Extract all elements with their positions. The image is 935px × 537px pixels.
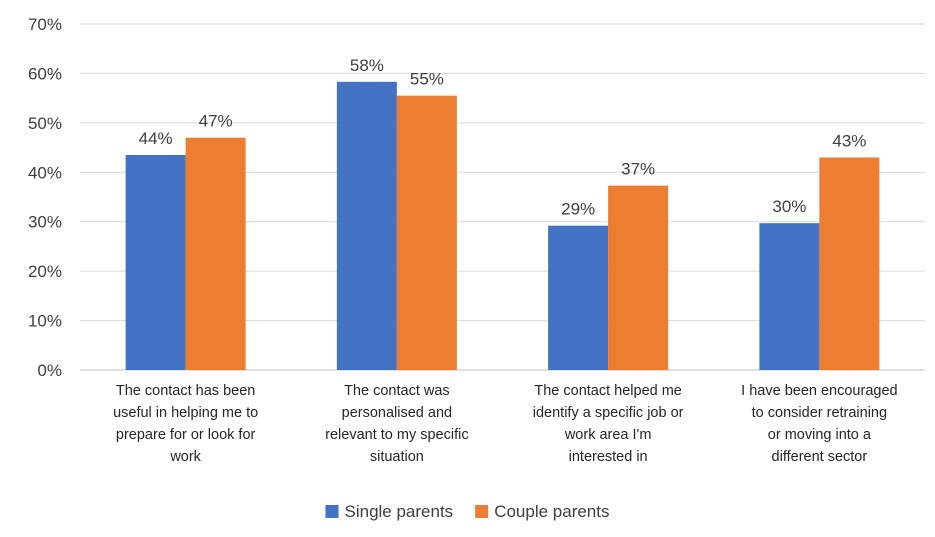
bar: [759, 223, 820, 370]
x-category-label: relevant to my specific: [325, 427, 468, 443]
x-category-label: work: [169, 449, 201, 465]
y-tick-label: 10%: [28, 312, 62, 331]
bar: [125, 154, 186, 370]
y-tick-label: 30%: [28, 213, 62, 232]
x-category-label: different sector: [772, 449, 868, 465]
data-label: 29%: [561, 200, 595, 219]
x-category-label: The contact was: [344, 383, 450, 399]
bar: [819, 157, 880, 370]
y-tick-label: 40%: [28, 163, 62, 182]
data-label: 43%: [832, 131, 866, 150]
y-tick-label: 60%: [28, 64, 62, 83]
x-category-label: The contact helped me: [534, 383, 682, 399]
x-category-label: identify a specific job or: [533, 405, 684, 421]
data-label: 58%: [350, 56, 384, 75]
bar: [336, 81, 397, 371]
legend-label: Single parents: [345, 502, 454, 521]
x-category-label: useful in helping me to: [113, 405, 258, 421]
bar: [185, 137, 246, 370]
x-category-label: personalised and: [342, 405, 452, 421]
legend-swatch: [475, 505, 489, 518]
y-tick-label: 70%: [28, 15, 62, 34]
y-tick-label: 50%: [28, 114, 62, 133]
bar: [396, 95, 457, 371]
x-category-label: work area I'm: [564, 427, 652, 443]
x-category-label: situation: [370, 449, 424, 465]
legend-label: Couple parents: [494, 502, 609, 521]
data-label: 47%: [199, 112, 233, 131]
data-label: 37%: [621, 160, 655, 179]
x-category-label: interested in: [569, 449, 648, 465]
legend-swatch: [325, 505, 339, 518]
y-tick-label: 20%: [28, 262, 62, 281]
x-category-label: or moving into a: [768, 427, 872, 443]
data-label: 55%: [410, 70, 444, 89]
x-category-label: prepare for or look for: [116, 427, 256, 443]
data-label: 30%: [772, 197, 806, 216]
data-label: 44%: [139, 129, 173, 148]
x-category-label: The contact has been: [116, 383, 255, 399]
bar: [608, 185, 669, 370]
x-category-label: I have been encouraged: [741, 383, 897, 399]
x-category-label: to consider retraining: [752, 405, 887, 421]
y-tick-label: 0%: [37, 361, 62, 380]
bar: [548, 225, 609, 370]
